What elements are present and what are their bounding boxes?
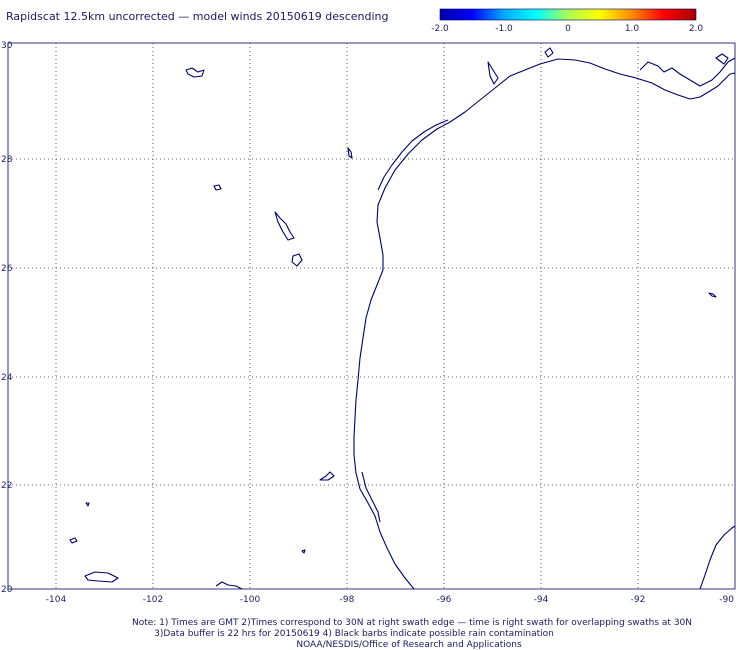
map-frame (7, 42, 736, 590)
colorbar-label-min: -2.0 (431, 24, 449, 34)
colorbar-label-pos1: 1.0 (625, 24, 640, 34)
island-northeast-b (715, 53, 729, 65)
lat-label-20n: 20 (1, 585, 13, 595)
note-line-3: NOAA/NESDIS/Office of Research and Appli… (296, 640, 522, 650)
yucatan-edge (699, 525, 736, 590)
lake-chain-a (274, 211, 295, 241)
colorbar-scale (439, 8, 697, 21)
note-line-2: 3)Data buffer is 22 hrs for 20150619 4) … (154, 629, 554, 639)
island-small-e (215, 581, 243, 590)
island-cluster-nw (185, 67, 205, 78)
lon-axis: -104 -102 -100 -98 -96 -94 -92 -90 (46, 595, 734, 605)
island-small-c (301, 549, 306, 554)
island-northeast-a (544, 47, 554, 58)
lat-label-22n: 22 (1, 481, 12, 491)
lon-label-102w: -102 (143, 595, 163, 605)
lon-label-90w: -90 (719, 595, 734, 605)
lon-label-92w: -92 (631, 595, 646, 605)
colorbar: -2.0 -1.0 0 1.0 2.0 (431, 8, 704, 34)
lat-label-26n: 26 (1, 264, 13, 274)
island-southwest-b (69, 537, 78, 544)
island-small-b (347, 147, 353, 159)
map-border (7, 42, 736, 590)
island-east-a (708, 292, 717, 298)
gulf-coast-line (353, 58, 736, 590)
lat-label-28n: 28 (1, 155, 13, 165)
map-title: Rapidscat 12.5km uncorrected — model win… (6, 10, 389, 23)
lat-axis: 20 22 24 26 28 30 (1, 41, 13, 595)
inner-bay-line (377, 119, 449, 191)
lon-label-96w: -96 (437, 595, 452, 605)
island-southwest-a (85, 502, 90, 507)
coastline (69, 47, 736, 590)
lake-chain-b (291, 253, 303, 267)
graticule (8, 43, 735, 589)
island-southwest-c (84, 571, 119, 583)
galveston-bay (487, 61, 499, 85)
lon-label-104w: -104 (46, 595, 67, 605)
lat-label-24n: 24 (1, 373, 13, 383)
note-line-1: Note: 1) Times are GMT 2)Times correspon… (132, 618, 692, 628)
footnotes: Note: 1) Times are GMT 2)Times correspon… (132, 618, 692, 650)
colorbar-label-zero: 0 (565, 24, 571, 34)
lon-label-98w: -98 (340, 595, 355, 605)
lon-label-100w: -100 (240, 595, 261, 605)
colorbar-label-max: 2.0 (689, 24, 704, 34)
colorbar-label-neg1: -1.0 (495, 24, 513, 34)
lat-label-30n: 30 (1, 41, 13, 51)
island-small-a (213, 184, 222, 191)
louisiana-marsh (639, 57, 736, 87)
lon-label-94w: -94 (534, 595, 549, 605)
mexico-inlet-line (361, 471, 381, 523)
island-small-d (319, 471, 335, 481)
